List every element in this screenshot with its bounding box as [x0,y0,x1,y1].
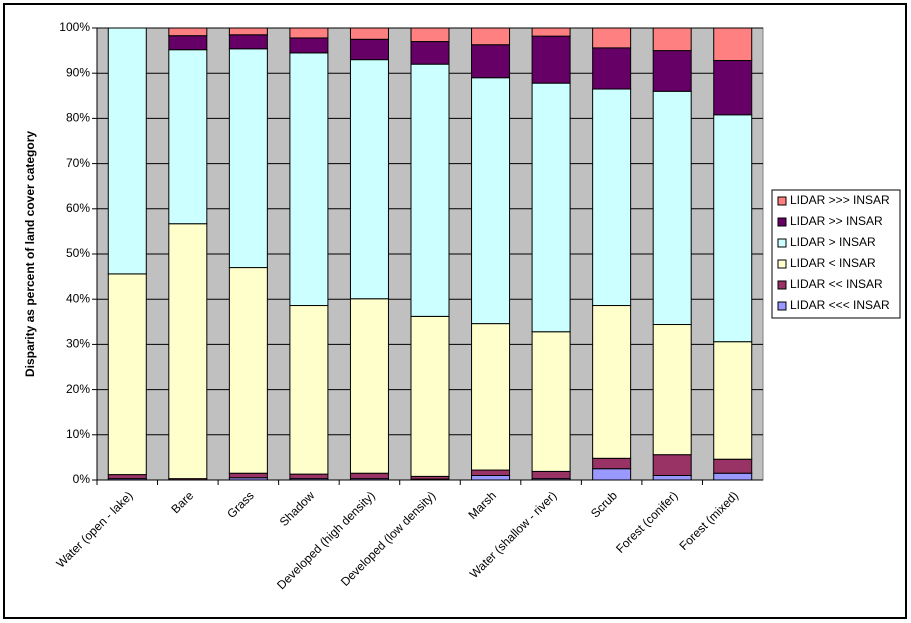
bar-segment [349,27,389,40]
bar-segment [652,27,692,52]
bar-segment [349,38,389,61]
bar-segment [410,63,450,317]
bar-segment [531,27,571,37]
legend-label: LIDAR < INSAR [790,256,876,270]
bar-segment [713,458,753,474]
y-tick-label: 70% [66,156,90,170]
y-axis-label: Disparity as percent of land cover categ… [23,131,37,377]
bar-segment [652,454,692,476]
bar-segment [713,27,753,62]
bar-segment [592,457,632,470]
bar-segment [713,114,753,343]
bar-segment [531,331,571,472]
bar-segment [531,35,571,84]
bar-segment [289,52,329,307]
bar-segment [107,27,147,275]
bar-segment [471,77,511,325]
bar-segment [168,49,208,225]
legend-swatch [777,301,787,311]
bar-segment [471,469,511,476]
legend-label: LIDAR >> INSAR [790,214,883,228]
legend-swatch [777,280,787,290]
bar-segment [592,305,632,459]
bar-segment [107,474,147,480]
legend-swatch [777,259,787,269]
bar-segment [592,468,632,481]
bar-segment [228,34,268,50]
bar-segment [168,35,208,51]
bar-segment [713,60,753,116]
bar-segment [289,305,329,475]
legend-label: LIDAR > INSAR [790,235,876,249]
y-tick-label: 40% [66,291,90,305]
y-tick-label: 50% [66,246,90,260]
bar-segment [168,223,208,480]
bar-segment [349,59,389,300]
bar-segment [168,27,208,37]
bar-segment [289,27,329,39]
bar-segment [107,273,147,476]
legend-label: LIDAR >>> INSAR [790,193,890,207]
y-tick-label: 20% [66,382,90,396]
bar-segment [471,323,511,471]
bar-segment [592,47,632,90]
legend-swatch [777,238,787,248]
bar-segment [652,50,692,92]
bar-segment [410,315,450,477]
bar-segment [652,324,692,456]
bar-segment [228,27,268,36]
legend-swatch [777,196,787,206]
y-tick-label: 60% [66,201,90,215]
bar-segment [713,341,753,460]
bar-segment [349,472,389,480]
bar-segment [531,82,571,333]
y-tick-label: 100% [59,20,90,34]
bar-segment [471,27,511,46]
bar-segment [289,473,329,480]
legend-swatch [777,217,787,227]
y-tick-label: 0% [73,472,91,486]
bar-segment [289,37,329,54]
bar-segment [228,472,268,479]
bar-segment [471,44,511,79]
legend-label: LIDAR <<< INSAR [790,298,890,312]
bar-segment [410,27,450,43]
y-tick-label: 80% [66,111,90,125]
bar-segment [652,90,692,326]
bar-segment [592,27,632,49]
bar-segment [410,41,450,65]
legend-label: LIDAR << INSAR [790,277,883,291]
bar-segment [228,48,268,269]
legend-box [771,189,901,319]
y-tick-label: 10% [66,427,90,441]
y-tick-label: 30% [66,337,90,351]
bar-segment [471,474,511,481]
bar-segment [349,298,389,474]
bar-segment [713,472,753,481]
y-tick-label: 90% [66,65,90,79]
bar-segment [531,470,571,480]
bar-segment [592,88,632,307]
bar-segment [652,474,692,481]
bar-segment [228,267,268,474]
